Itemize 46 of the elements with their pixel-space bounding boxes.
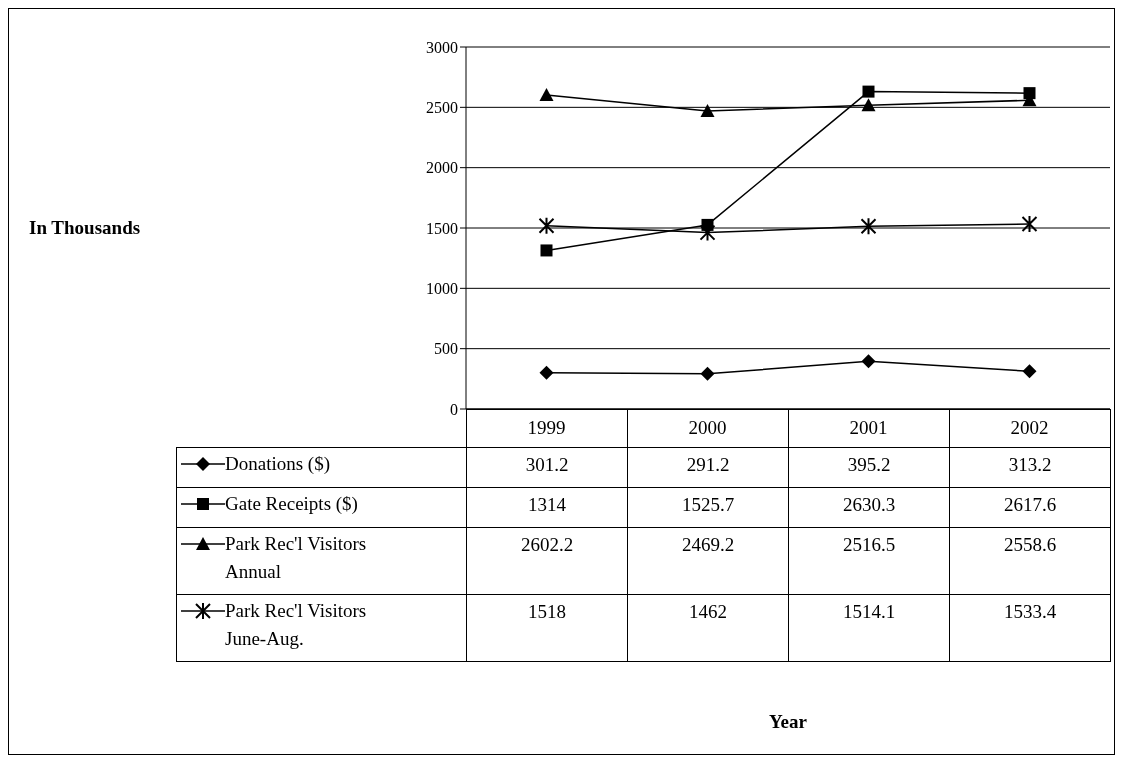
data-label: 395.2 bbox=[788, 447, 950, 488]
data-label: 2630.3 bbox=[788, 487, 950, 528]
point bbox=[860, 217, 877, 236]
data-label: 301.2 bbox=[466, 447, 628, 488]
data-label: 2469.2 bbox=[627, 527, 789, 595]
point bbox=[539, 88, 554, 101]
data-label: 2602.2 bbox=[466, 527, 628, 595]
point bbox=[1021, 214, 1038, 233]
legend-label: Gate Receipts ($) bbox=[225, 492, 359, 516]
y-tick-label: 3000 bbox=[426, 38, 458, 56]
point bbox=[700, 104, 715, 118]
point bbox=[538, 216, 555, 235]
point bbox=[540, 244, 553, 257]
point bbox=[700, 366, 715, 381]
point bbox=[1022, 364, 1037, 379]
x-tick-label: 2000 bbox=[688, 417, 727, 439]
data-label: 1525.7 bbox=[627, 487, 789, 528]
text: In Thousands bbox=[29, 217, 141, 239]
data-label: 2558.6 bbox=[949, 527, 1111, 595]
data-label: 1533.4 bbox=[949, 594, 1111, 662]
point bbox=[861, 354, 876, 369]
y-tick-label: 1500 bbox=[426, 219, 458, 237]
point bbox=[862, 85, 875, 98]
point bbox=[699, 223, 716, 242]
data-label: 1518 bbox=[466, 594, 628, 662]
legend-label: Park Rec'l Visitors Annual bbox=[225, 532, 368, 584]
data-label: 1462 bbox=[627, 594, 789, 662]
data-label: 313.2 bbox=[949, 447, 1111, 488]
data-label: 1314 bbox=[466, 487, 628, 528]
y-tick-label: 500 bbox=[434, 340, 458, 358]
y-tick-label: 2500 bbox=[426, 99, 458, 117]
x-tick-label: 2002 bbox=[1010, 417, 1049, 439]
point bbox=[861, 98, 876, 112]
data-label: 1514.1 bbox=[788, 594, 950, 662]
y-tick-label: 0 bbox=[450, 400, 458, 418]
x-tick-label: 2001 bbox=[849, 417, 888, 439]
legend-label: Park Rec'l Visitors June-Aug. bbox=[225, 599, 368, 651]
legend-label: Donations ($) bbox=[225, 452, 331, 476]
data-label: 2617.6 bbox=[949, 487, 1111, 528]
data-label: 2516.5 bbox=[788, 527, 950, 595]
x-tick-label: 1999 bbox=[527, 417, 566, 439]
data-label: 291.2 bbox=[627, 447, 789, 488]
point bbox=[539, 365, 554, 380]
y-tick-label: 2000 bbox=[426, 159, 458, 177]
y-tick-label: 1000 bbox=[426, 280, 458, 298]
text: Year bbox=[768, 711, 808, 733]
